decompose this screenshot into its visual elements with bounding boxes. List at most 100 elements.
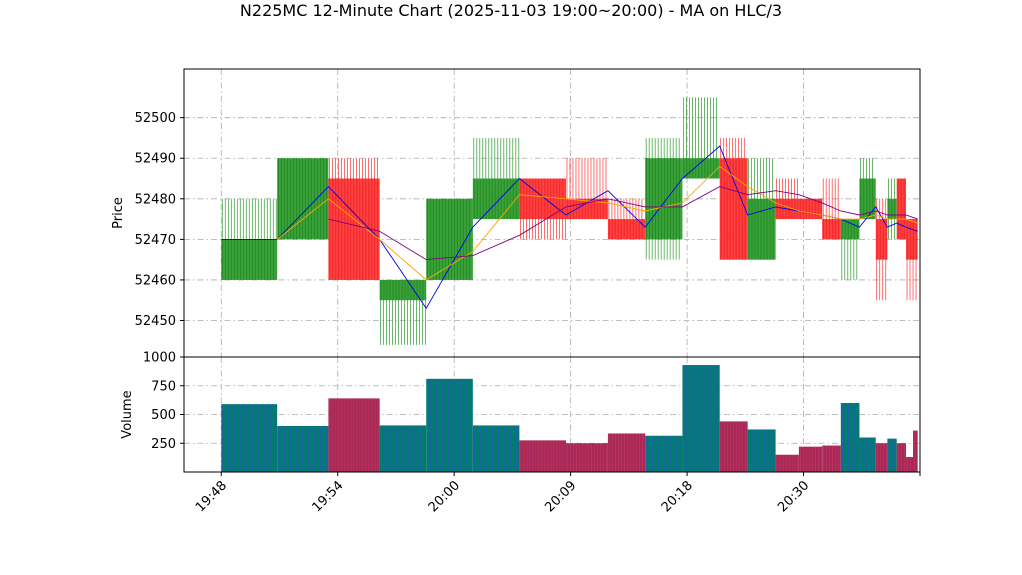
volume-bar (379, 425, 427, 472)
moving-average-line-1 (221, 145, 918, 310)
price-y-tick-label: 52480 (135, 192, 176, 207)
volume-y-axis: 250 500 750 1000 (143, 351, 184, 452)
volume-bar (645, 435, 683, 472)
candle (840, 219, 860, 280)
volume-bar-body (906, 457, 914, 472)
candle-body (875, 219, 888, 260)
volume-bar (747, 429, 776, 472)
volume-bar-body (607, 433, 646, 472)
candle (379, 279, 427, 345)
price-axis-label: Price (111, 197, 126, 229)
x-tick-label: 20:00 (426, 478, 463, 515)
volume-bar (913, 430, 918, 472)
volume-bar-body (822, 445, 841, 472)
volume-bar-body (472, 425, 520, 472)
volume-bar-body (645, 435, 683, 472)
chart-title: N225MC 12-Minute Chart (2025-11-03 19:00… (239, 1, 783, 20)
volume-axis-label: Volume (120, 390, 135, 438)
x-tick-label: 20:09 (542, 478, 579, 515)
volume-bar-body (682, 365, 720, 472)
volume-bar (607, 433, 646, 472)
volume-bar-body (913, 430, 918, 472)
volume-bar-body (426, 378, 473, 472)
volume-bar (887, 438, 897, 472)
volume-bar (798, 446, 823, 472)
price-y-tick-label: 52500 (135, 111, 176, 126)
volume-bar (906, 457, 914, 472)
candle-body (682, 158, 720, 179)
candle-body (822, 219, 841, 240)
volume-bar (328, 398, 380, 472)
volume-bar (221, 404, 278, 472)
volume-bar-body (747, 429, 776, 472)
price-y-tick-label: 52460 (135, 273, 176, 288)
volume-bar-body (519, 440, 566, 472)
volume-y-tick-label: 1000 (143, 351, 176, 366)
candle (519, 178, 566, 240)
candle (775, 178, 799, 220)
volume-bar (565, 443, 608, 472)
volume-bar-body (875, 443, 888, 472)
candle (565, 158, 608, 220)
candle-body (379, 279, 427, 301)
volume-bar (472, 425, 520, 472)
candle-body (221, 239, 278, 280)
candle (682, 97, 720, 179)
x-tick-label: 19:54 (309, 478, 346, 515)
candle (277, 158, 329, 240)
volume-bar-body (221, 404, 278, 472)
candle (906, 219, 918, 301)
volume-bar (859, 437, 876, 472)
volume-bar (719, 421, 748, 472)
candle (747, 158, 776, 260)
candle (607, 198, 646, 240)
candle-body (840, 219, 860, 240)
price-y-tick-label: 52450 (135, 314, 176, 329)
candle-body (607, 219, 646, 240)
candle-body (859, 178, 876, 220)
candle-body (472, 178, 520, 220)
candle-body (906, 219, 918, 260)
x-tick-label: 19:48 (193, 478, 230, 515)
price-y-tick-label: 52490 (135, 152, 176, 167)
candle (822, 178, 841, 240)
volume-y-tick-label: 250 (151, 437, 176, 452)
x-tick-label: 20:18 (659, 478, 696, 515)
candle-body (519, 178, 566, 220)
volume-bar (822, 445, 841, 472)
moving-average-line-3 (328, 186, 918, 261)
candle (896, 178, 907, 240)
volume-bar-body (798, 446, 823, 472)
volume-bar-body (719, 421, 748, 472)
candle (719, 137, 748, 260)
volume-bar (519, 440, 566, 472)
volume-bar-body (565, 443, 608, 472)
volume-bar-body (379, 425, 427, 472)
volume-bar (426, 378, 473, 472)
volume-bar-body (840, 403, 860, 472)
candle-body (645, 158, 683, 240)
candle-body (426, 198, 473, 280)
volume-bar (682, 365, 720, 472)
candle-body (719, 158, 748, 260)
price-y-tick-label: 52470 (135, 233, 176, 248)
candle (887, 178, 897, 240)
x-tick-label: 20:30 (775, 478, 812, 515)
candle (645, 137, 683, 260)
candle (472, 137, 520, 220)
volume-bars (221, 365, 918, 472)
volume-bar (775, 454, 799, 472)
volume-bar (875, 443, 888, 472)
volume-y-tick-label: 500 (151, 408, 176, 423)
volume-bar-body (775, 454, 799, 472)
volume-bar (840, 403, 860, 472)
volume-y-tick-label: 750 (151, 379, 176, 394)
price-y-axis: 52450 52460 52470 52480 52490 52500 (135, 111, 184, 329)
candle (859, 158, 876, 220)
candle (798, 198, 823, 220)
time-x-axis: 19:48 19:54 20:00 20:09 20:18 20:30 (193, 472, 921, 515)
price-moving-averages (221, 145, 918, 310)
price-candles (221, 97, 918, 345)
volume-bar (277, 426, 329, 472)
